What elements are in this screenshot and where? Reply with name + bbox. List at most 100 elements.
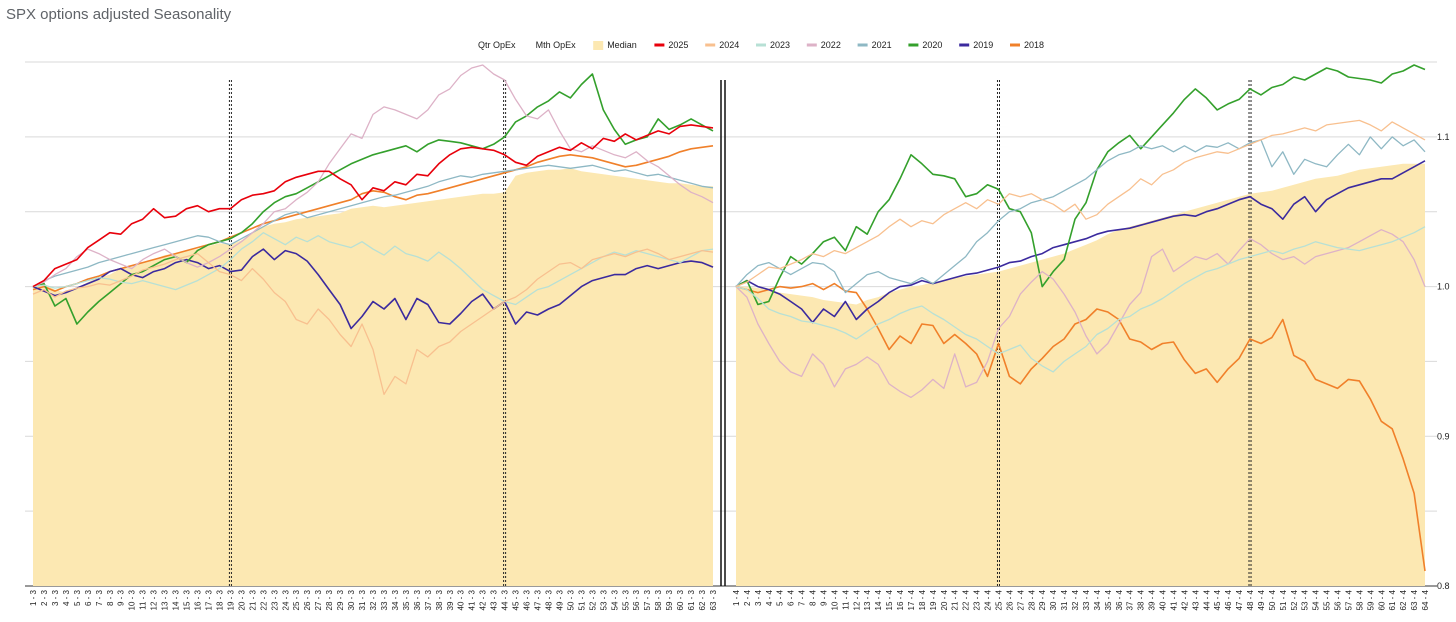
x-tick-label: 51 - 4	[1279, 589, 1288, 610]
x-tick-label: 29 - 4	[1038, 589, 1047, 610]
x-tick-label: 38 - 4	[1137, 589, 1146, 610]
x-tick-label: 41 - 4	[1170, 589, 1179, 610]
median-area	[736, 163, 1425, 587]
series-line-2024	[32, 248, 714, 396]
x-tick-label: 18 - 3	[216, 589, 225, 610]
x-tick-label: 64 - 4	[1421, 589, 1430, 610]
x-tick-label: 47 - 3	[534, 589, 543, 610]
x-tick-label: 54 - 3	[610, 589, 619, 610]
x-tick-label: 60 - 4	[1377, 589, 1386, 610]
x-tick-label: 44 - 3	[501, 589, 510, 610]
legend-item-2020: 2020	[908, 40, 942, 50]
x-tick-label: 56 - 4	[1334, 589, 1343, 610]
x-tick-label: 23 - 3	[270, 589, 279, 610]
legend-item-2024: 2024	[705, 40, 739, 50]
x-tick-label: 8 - 3	[106, 589, 115, 606]
x-tick-label: 56 - 3	[632, 589, 641, 610]
series-line-2023	[735, 226, 1426, 373]
x-tick-label: 3 - 4	[754, 589, 763, 606]
legend-swatch	[593, 41, 604, 50]
x-tick-label: 53 - 3	[599, 589, 608, 610]
x-tick-label: 29 - 3	[336, 589, 345, 610]
x-tick-label: 21 - 3	[248, 589, 257, 610]
x-tick-label: 4 - 3	[62, 589, 71, 606]
x-tick-label: 46 - 4	[1224, 589, 1233, 610]
x-tick-label: 62 - 3	[698, 589, 707, 610]
x-tick-label: 15 - 4	[885, 589, 894, 610]
series-line-2018	[735, 282, 1426, 572]
x-tick-label: 10 - 4	[830, 589, 839, 610]
series-line-2019	[735, 160, 1426, 324]
legend-item-2021: 2021	[857, 40, 892, 50]
x-tick-label: 36 - 4	[1115, 589, 1124, 610]
legend-label: 2021	[872, 40, 892, 50]
x-tick-label: 10 - 3	[128, 589, 137, 610]
legend: Qtr OpEx Mth OpEx Median 2025 2024 2023 2022 20…	[478, 40, 1044, 50]
x-tick-label: 40 - 4	[1159, 589, 1168, 610]
series-line-2023	[32, 232, 714, 306]
legend-item-2018: 2018	[1010, 40, 1044, 50]
x-tick-label: 11 - 3	[139, 589, 148, 609]
x-tick-label: 40 - 3	[457, 589, 466, 610]
chart-title: SPX options adjusted Seasonality	[6, 6, 232, 23]
x-tick-label: 50 - 3	[566, 589, 575, 610]
x-tick-label: 5 - 3	[73, 589, 82, 606]
x-tick-label: 5 - 4	[776, 589, 785, 606]
x-tick-label: 46 - 3	[523, 589, 532, 610]
x-tick-label: 20 - 3	[237, 589, 246, 610]
legend-label: 2018	[1024, 40, 1044, 50]
x-tick-label: 48 - 3	[545, 589, 554, 610]
legend-label: 2023	[770, 40, 790, 50]
x-tick-label: 48 - 4	[1246, 589, 1255, 610]
x-tick-label: 23 - 4	[973, 589, 982, 610]
x-tick-label: 58 - 3	[654, 589, 663, 610]
x-tick-label: 11 - 4	[841, 589, 850, 609]
x-tick-label: 28 - 3	[325, 589, 334, 610]
x-tick-label: 12 - 4	[852, 589, 861, 610]
legend-label: 2022	[821, 40, 841, 50]
x-tick-label: 16 - 4	[896, 589, 905, 610]
y-tick-label: 0.8	[1437, 581, 1450, 591]
x-tick-label: 19 - 4	[929, 589, 938, 610]
series-line-2021	[735, 136, 1426, 294]
x-tick-label: 39 - 4	[1148, 589, 1157, 610]
x-tick-label: 26 - 3	[303, 589, 312, 610]
y-tick-label: 1.0	[1437, 282, 1450, 292]
median-area	[33, 168, 713, 587]
x-tick-label: 22 - 3	[259, 589, 268, 610]
x-tick-label: 61 - 3	[687, 589, 696, 610]
x-tick-label: 54 - 4	[1312, 589, 1321, 610]
legend-label: Qtr OpEx	[478, 40, 516, 50]
x-tick-label: 62 - 4	[1399, 589, 1408, 610]
x-tick-label: 3 - 3	[51, 589, 60, 606]
x-tick-label: 42 - 3	[479, 589, 488, 610]
x-tick-label: 45 - 3	[512, 589, 521, 610]
x-tick-label: 28 - 4	[1027, 589, 1036, 610]
x-tick-label: 7 - 4	[798, 589, 807, 606]
legend-item-median: Median	[593, 40, 637, 50]
x-tick-label: 16 - 3	[194, 589, 203, 610]
x-tick-label: 2 - 3	[40, 589, 49, 606]
x-tick-label: 1 - 3	[29, 589, 38, 606]
x-tick-label: 8 - 4	[809, 589, 818, 606]
x-tick-label: 60 - 3	[676, 589, 685, 610]
x-tick-label: 17 - 4	[907, 589, 916, 610]
x-tick-label: 33 - 3	[380, 589, 389, 610]
x-tick-label: 22 - 4	[962, 589, 971, 610]
x-tick-label: 32 - 3	[369, 589, 378, 610]
legend-label: 2020	[922, 40, 942, 50]
x-tick-label: 34 - 3	[391, 589, 400, 610]
series-line-2022	[735, 229, 1426, 399]
legend-item-2022: 2022	[806, 40, 841, 50]
x-tick-label: 57 - 4	[1344, 589, 1353, 610]
x-tick-label: 13 - 4	[863, 589, 872, 610]
series-line-2021	[32, 164, 714, 288]
x-tick-label: 42 - 4	[1180, 589, 1189, 610]
x-tick-label: 6 - 3	[84, 589, 93, 606]
x-tick-label: 24 - 3	[281, 589, 290, 610]
series-line-2025	[32, 124, 714, 288]
legend-label: 2024	[719, 40, 739, 50]
